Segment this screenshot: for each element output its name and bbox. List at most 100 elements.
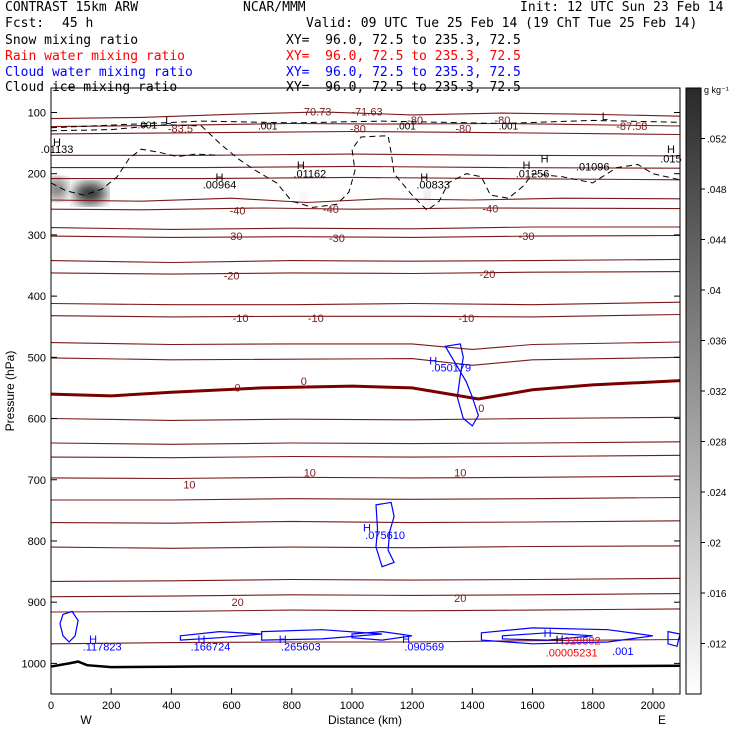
- isotherm-label-8: -40: [230, 205, 246, 217]
- contour-label-layer: -70.73 -71.63 -80 -80 -83.5 -87.58 -80 -80 -40 -4…: [41, 106, 682, 659]
- cloud-water-contour-7: [501, 632, 593, 641]
- isotherm-line-27: [51, 638, 680, 645]
- snow-contour-1: [51, 119, 680, 129]
- max-value-label-12: .090569: [404, 641, 444, 653]
- isotherm-line-15: [51, 356, 680, 366]
- isotherm-label-11: -30: [227, 231, 243, 243]
- isotherm-label-26: 20: [454, 593, 466, 605]
- low-marker-0: L: [165, 115, 171, 127]
- colorbar-tick-label-4: .036: [707, 337, 727, 348]
- colorbar-tick-label-8: .02: [707, 539, 721, 550]
- isotherm-label-9: -40: [323, 204, 339, 216]
- isotherm-label-24: 10: [454, 467, 466, 479]
- forecast-label: Fcst:: [5, 16, 45, 31]
- valid-time: Valid: 09 UTC Tue 25 Feb 14 (19 ChT Tue …: [306, 16, 698, 31]
- snow-contour-2: [51, 148, 220, 196]
- isotherm-line-6: [51, 197, 680, 204]
- axes-layer: 0 200 400 600 800 1000 1200 1400 1600 1800 2000100…: [22, 107, 680, 712]
- snow-shade-1: [51, 177, 68, 201]
- isotherm-label-22: 10: [183, 480, 195, 492]
- high-marker-3: H: [420, 172, 428, 184]
- isotherm-line-12: [51, 301, 680, 306]
- isotherm-label-7: -80: [455, 123, 471, 135]
- x-end-label-east: E: [658, 713, 666, 727]
- zero-isotherm: [51, 379, 680, 401]
- colorbar-tick-label-1: .048: [707, 185, 727, 196]
- y-tick-label-3: 400: [28, 291, 46, 303]
- isotherm-label-0: -70.73: [300, 106, 331, 118]
- high-marker-5: H: [541, 153, 549, 165]
- y-tick-label-5: 600: [28, 414, 46, 426]
- colorbar: [685, 87, 702, 695]
- max-value-label-11: .265603: [281, 641, 321, 653]
- isotherm-line-11: [51, 271, 680, 275]
- snow-contour-0: [51, 124, 680, 212]
- max-value-label-15: .001: [612, 646, 633, 658]
- high-marker-4: H: [523, 160, 531, 172]
- isotherm-line-17: [51, 416, 680, 421]
- x-tick-label-3: 600: [222, 700, 240, 712]
- colorbar-tick-label-0: .052: [707, 135, 727, 146]
- isotherm-label-25: 20: [231, 597, 243, 609]
- cloud-water-contour-8: [667, 630, 680, 648]
- isotherm-line-18: [51, 441, 680, 445]
- isotherm-line-9: [51, 234, 680, 238]
- max-value-label-7: .050179: [431, 363, 471, 375]
- isotherm-line-19: [51, 454, 680, 459]
- high-marker-11: H: [279, 634, 287, 646]
- plot-frame: [50, 87, 681, 695]
- high-marker-10: H: [198, 634, 206, 646]
- max-value-label-2: .01162: [293, 169, 326, 181]
- isotherm-label-15: -20: [479, 269, 495, 281]
- colorbar-tick-label-2: .044: [707, 236, 727, 247]
- high-marker-0: H: [53, 137, 61, 149]
- high-marker-2: H: [297, 160, 305, 172]
- isotherm-line-23: [51, 545, 680, 549]
- isotherm-label-18: -10: [458, 313, 474, 325]
- colorbar-tick-label-7: .024: [707, 488, 727, 499]
- max-value-label-9: .117823: [83, 641, 122, 653]
- snow-shade-2: [300, 192, 308, 205]
- isotherm-label-2: -80: [407, 115, 423, 127]
- x-tick-label-6: 1200: [400, 700, 424, 712]
- isotherm-label-12: -30: [329, 233, 345, 245]
- isotherm-line-21: [51, 496, 680, 501]
- y-tick-label-1: 200: [28, 169, 46, 181]
- high-marker-1: H: [216, 172, 224, 184]
- high-marker-13: H: [556, 634, 564, 646]
- snow-contour-label-3: .001: [499, 121, 519, 132]
- y-tick-label-7: 800: [28, 536, 46, 548]
- max-value-label-4: .01256: [516, 169, 550, 181]
- field-label-rain: Rain water mixing ratio: [5, 49, 186, 64]
- high-marker-9: H: [89, 634, 97, 646]
- isotherm-label-13: -30: [519, 231, 535, 243]
- high-marker-14: H: [544, 628, 552, 640]
- isotherm-line-2: [51, 130, 680, 136]
- isotherm-line-24: [51, 577, 680, 582]
- cloud-water-contour-0: [444, 343, 480, 427]
- isotherm-line-7: [51, 207, 680, 211]
- y-tick-label-2: 300: [28, 230, 46, 242]
- isotherm-line-3: [51, 153, 680, 157]
- isotherm-label-19: 0: [235, 382, 241, 394]
- isotherm-line-22: [51, 520, 680, 524]
- isotherm-line-4: [51, 165, 680, 169]
- cloud-water-contour-6: [480, 627, 653, 645]
- x-axis-label: Distance (km): [328, 713, 402, 727]
- isotherm-line-10: [51, 258, 680, 264]
- isotherm-label-21: 0: [478, 403, 484, 415]
- max-value-label-13: .328882: [561, 636, 601, 648]
- terrain-line: [51, 660, 680, 669]
- isotherm-label-3: -80: [494, 115, 510, 127]
- snow-contour-label-2: .001: [396, 121, 416, 132]
- isotherm-line-25: [51, 593, 680, 598]
- center-title: NCAR/MMM: [243, 0, 306, 15]
- isotherm-line-0: [51, 111, 680, 120]
- isotherm-line-8: [51, 226, 680, 230]
- isotherm-label-4: -83.5: [168, 123, 193, 135]
- colorbar-ticks: .052 .048 .044 .04 .036 .032 .028 .024 .02 .016 .0…: [701, 135, 727, 651]
- cloud-water-contour-5: [351, 630, 413, 641]
- x-end-label-west: W: [80, 713, 92, 727]
- x-tick-label-5: 1000: [340, 700, 364, 712]
